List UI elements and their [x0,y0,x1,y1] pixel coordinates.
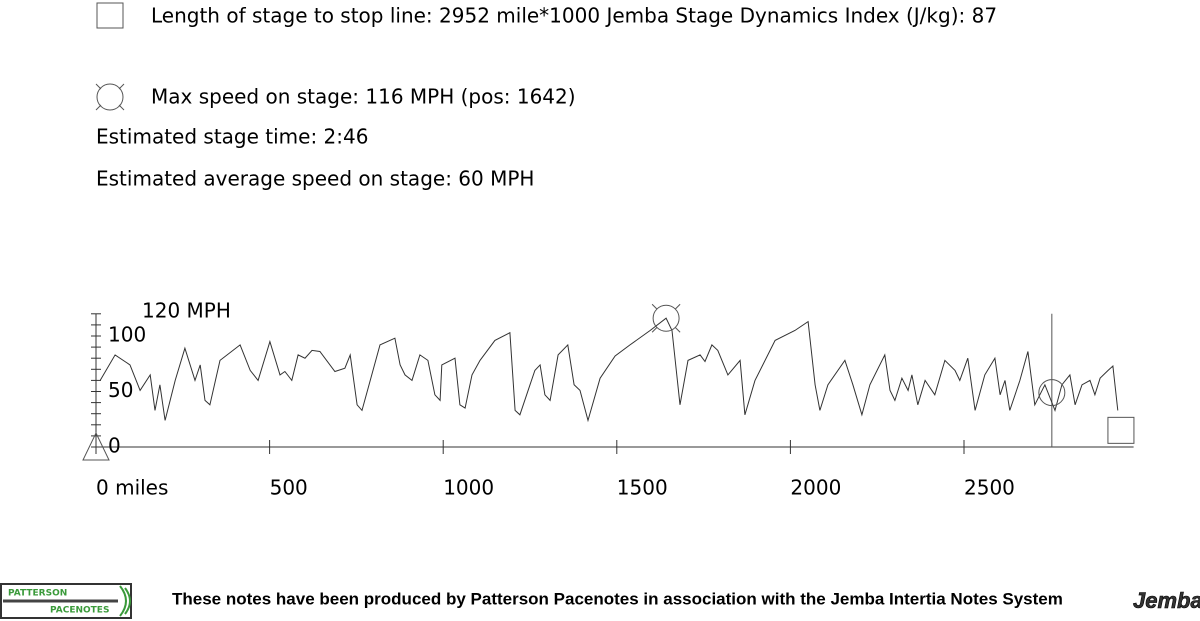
max-speed-text: Max speed on stage: 116 MPH (pos: 1642) [151,85,576,109]
max-marker [652,304,680,332]
stage-time-text: Estimated stage time: 2:46 [96,125,368,149]
x-tick-label: 2000 [790,476,841,500]
brand-logo: Jemba [1133,588,1200,613]
footer-text: These notes have been produced by Patter… [172,589,1063,608]
max-marker-tick [674,326,681,333]
stop-icon [96,2,124,29]
position-marker [1038,379,1066,407]
y-tick-label: 0 [108,434,121,458]
stop-marker [1107,416,1135,444]
left-logo: PATTERSON PACENOTES [0,583,132,619]
stop-line-text: Length of stage to stop line: 2952 mile*… [151,4,997,28]
y-axis-label: 120 MPH [142,299,231,323]
max-marker-tick [651,326,658,333]
max-icon [95,83,125,111]
speed-line [99,317,1119,423]
max-marker-tick [651,303,658,310]
y-tick-label: 100 [108,323,146,347]
start-marker [82,431,110,461]
x-tick-label: 0 miles [96,476,168,500]
logo-top: PATTERSON [8,589,67,599]
x-tick-label: 1500 [617,476,668,500]
x-tick-label: 1000 [443,476,494,500]
logo-bottom: PACENOTES [50,606,109,616]
avg-speed-text: Estimated average speed on stage: 60 MPH [96,167,534,191]
x-tick-label: 2500 [964,476,1015,500]
y-tick-label: 50 [108,378,133,402]
x-tick-label: 500 [270,476,308,500]
max-marker-tick [674,303,681,310]
